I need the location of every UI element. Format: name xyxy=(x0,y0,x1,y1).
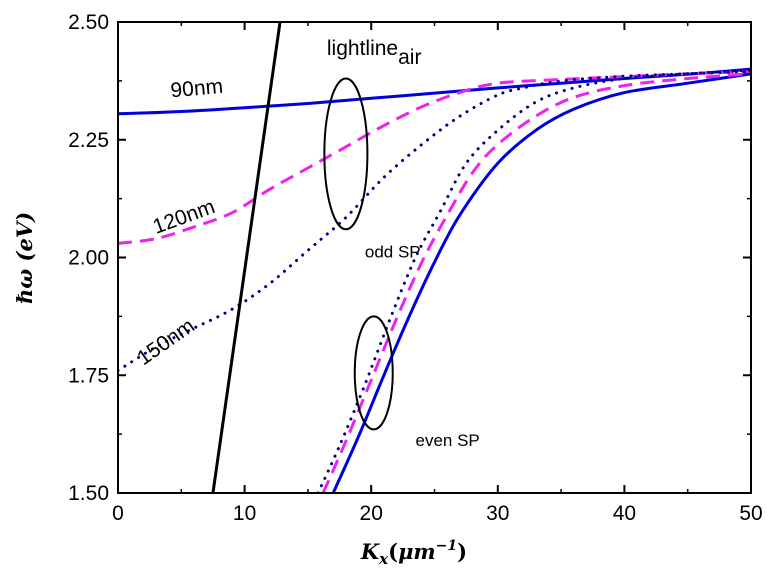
series-light-lightline xyxy=(211,22,282,493)
annotation-shapes xyxy=(323,77,394,431)
series-layer xyxy=(118,22,751,493)
lightline-text: lightline xyxy=(327,37,398,60)
label-150nm: 150nm xyxy=(133,314,199,370)
label-layer: 90nm 120nm 150nm odd SP even SP lightlineair xyxy=(133,37,480,450)
series-odd-120nm xyxy=(118,70,751,245)
tick-layer: 0 10 20 30 40 50 1.50 1.75 2.00 2.25 2.50 xyxy=(68,11,763,525)
series-even-120nm xyxy=(321,72,751,493)
x-axis-superscript: −1 xyxy=(436,538,457,554)
series-even-150nm xyxy=(316,68,751,493)
y-tick-label: 1.50 xyxy=(68,482,109,505)
x-axis-close-paren: ) xyxy=(457,539,467,564)
label-120nm: 120nm xyxy=(150,195,218,239)
y-tick-label: 1.75 xyxy=(68,364,109,387)
y-tick-label: 2.25 xyxy=(68,129,109,152)
x-axis-subscript: x xyxy=(378,550,389,568)
series-even-90nm xyxy=(331,72,751,493)
x-tick-label: 40 xyxy=(613,502,636,525)
x-tick-label: 50 xyxy=(739,502,762,525)
y-axis-symbol: ℏω xyxy=(12,269,37,304)
y-tick-label: 2.00 xyxy=(68,247,109,270)
x-tick-label: 0 xyxy=(112,502,124,525)
y-tick-label: 2.50 xyxy=(68,11,109,34)
label-odd-sp: odd SP xyxy=(365,243,421,262)
x-tick-label: 30 xyxy=(486,502,509,525)
lightline-subscript: air xyxy=(398,46,421,69)
x-axis-symbol: K xyxy=(360,539,380,564)
y-axis-title: ℏω (eV) xyxy=(12,212,37,304)
x-axis-open-paren: ( xyxy=(388,539,398,564)
label-lightline-air: lightlineair xyxy=(327,37,422,69)
label-90nm: 90nm xyxy=(170,75,224,102)
x-tick-label: 20 xyxy=(360,502,383,525)
label-even-sp: even SP xyxy=(416,431,480,450)
y-axis-unit: (eV) xyxy=(12,212,37,269)
series-odd-150nm xyxy=(118,70,751,372)
x-axis-title: Kx(μm−1) xyxy=(360,538,467,568)
x-axis-unit: μm xyxy=(398,539,436,564)
odd-sp-ellipse xyxy=(323,77,369,231)
x-tick-label: 10 xyxy=(233,502,256,525)
even-sp-ellipse xyxy=(353,315,394,431)
